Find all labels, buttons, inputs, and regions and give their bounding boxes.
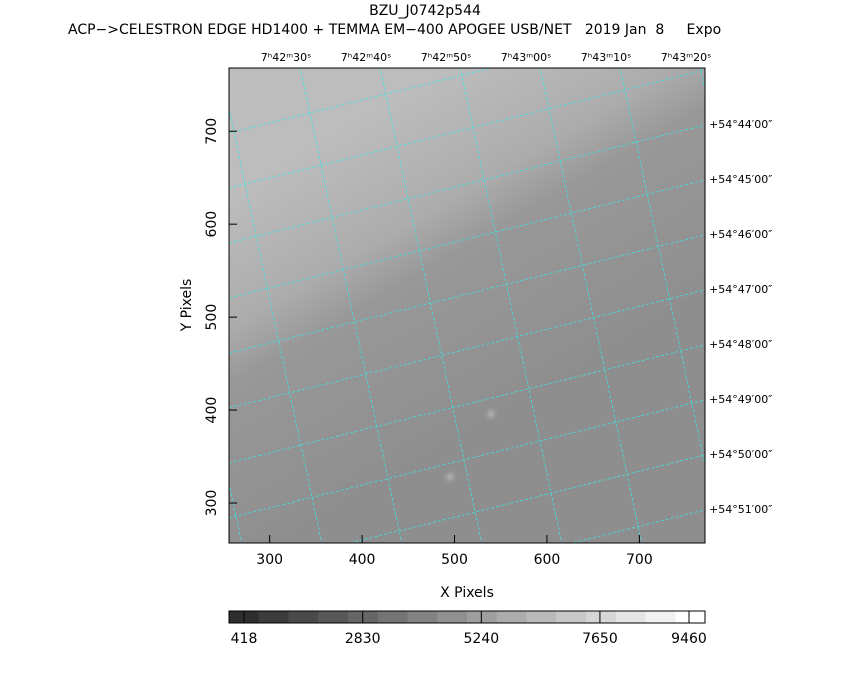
blob	[482, 405, 500, 423]
y-tick-label: 300	[204, 490, 220, 517]
dec-label: +54°49′00″	[709, 393, 772, 406]
colorbar-segment	[288, 611, 319, 623]
y-tick-label: 700	[204, 118, 220, 145]
dec-label: +54°46′00″	[709, 228, 772, 241]
chart-title: BZU_J0742p544	[369, 3, 481, 19]
ra-grid-line	[539, 68, 643, 543]
dec-label: +54°45′00″	[709, 173, 772, 186]
dec-grid-line	[348, 454, 705, 543]
ra-label: 7ʰ42ᵐ50ˢ	[421, 51, 471, 64]
colorbar-segment	[258, 611, 289, 623]
ra-grid-line	[459, 68, 563, 543]
colorbar-segment	[526, 611, 557, 623]
y-tick-label: 500	[204, 304, 220, 331]
colorbar-segment	[318, 611, 349, 623]
x-axis-label: X Pixels	[440, 585, 494, 601]
ra-label: 7ʰ43ᵐ00ˢ	[501, 51, 551, 64]
y-axis-label: Y Pixels	[179, 279, 195, 333]
ra-label: 7ʰ42ᵐ30ˢ	[261, 51, 311, 64]
colorbar-segment	[377, 611, 408, 623]
colorbar-segment	[437, 611, 468, 623]
colorbar-segment	[467, 611, 498, 623]
colorbar-tick-label: 418	[231, 631, 258, 647]
ra-grid-line	[56, 48, 166, 563]
y-tick-label: 400	[204, 397, 220, 424]
colorbar-tick-label: 9460	[671, 631, 707, 647]
dec-grid-line	[229, 69, 705, 189]
plot-frame	[228, 67, 706, 544]
x-tick-label: 300	[256, 552, 283, 568]
blob	[441, 468, 459, 486]
colorbar-segment	[645, 611, 676, 623]
y-tick-label: 600	[204, 211, 220, 238]
dec-grid-line	[229, 234, 705, 354]
ra-label: 7ʰ43ᵐ10ˢ	[581, 51, 631, 64]
ra-label: 7ʰ43ᵐ20ˢ	[661, 51, 711, 64]
dec-label: +54°51′00″	[709, 503, 772, 516]
image-background	[229, 68, 705, 543]
dec-grid-line	[229, 399, 705, 519]
dec-label: +54°44′00″	[709, 118, 772, 131]
colorbar-segment	[496, 611, 527, 623]
colorbar-segment	[615, 611, 646, 623]
ra-label: 7ʰ42ᵐ40ˢ	[341, 51, 391, 64]
x-tick-label: 400	[349, 552, 376, 568]
dec-label: +54°50′00″	[709, 448, 772, 461]
ra-grid-line	[619, 68, 705, 467]
colorbar-segment	[586, 611, 617, 623]
x-tick-label: 600	[534, 552, 561, 568]
x-tick-label: 700	[626, 552, 653, 568]
ra-grid-line	[299, 68, 403, 543]
colorbar-tick-label: 5240	[464, 631, 500, 647]
dec-grid-line	[229, 179, 705, 299]
colorbar-tick-label: 2830	[345, 631, 381, 647]
dec-label: +54°48′00″	[709, 338, 772, 351]
ra-grid-line	[379, 68, 483, 543]
dec-grid-line	[229, 68, 493, 134]
dec-grid-line	[229, 344, 705, 464]
colorbar-tick-label: 7650	[582, 631, 618, 647]
image	[56, 48, 705, 563]
x-tick-label: 500	[441, 552, 468, 568]
colorbar-segment	[556, 611, 587, 623]
ra-grid-line	[229, 106, 323, 543]
colorbar-segment	[407, 611, 438, 623]
dec-label: +54°47′00″	[709, 283, 772, 296]
chart-subtitle: ACP−>CELESTRON EDGE HD1400 + TEMMA EM−40…	[68, 22, 721, 38]
dec-grid-line	[229, 289, 705, 409]
colorbar-segment	[675, 611, 706, 623]
dec-grid-line	[229, 124, 705, 244]
coordinate-grid	[56, 48, 705, 563]
colorbar-frame	[228, 610, 706, 624]
